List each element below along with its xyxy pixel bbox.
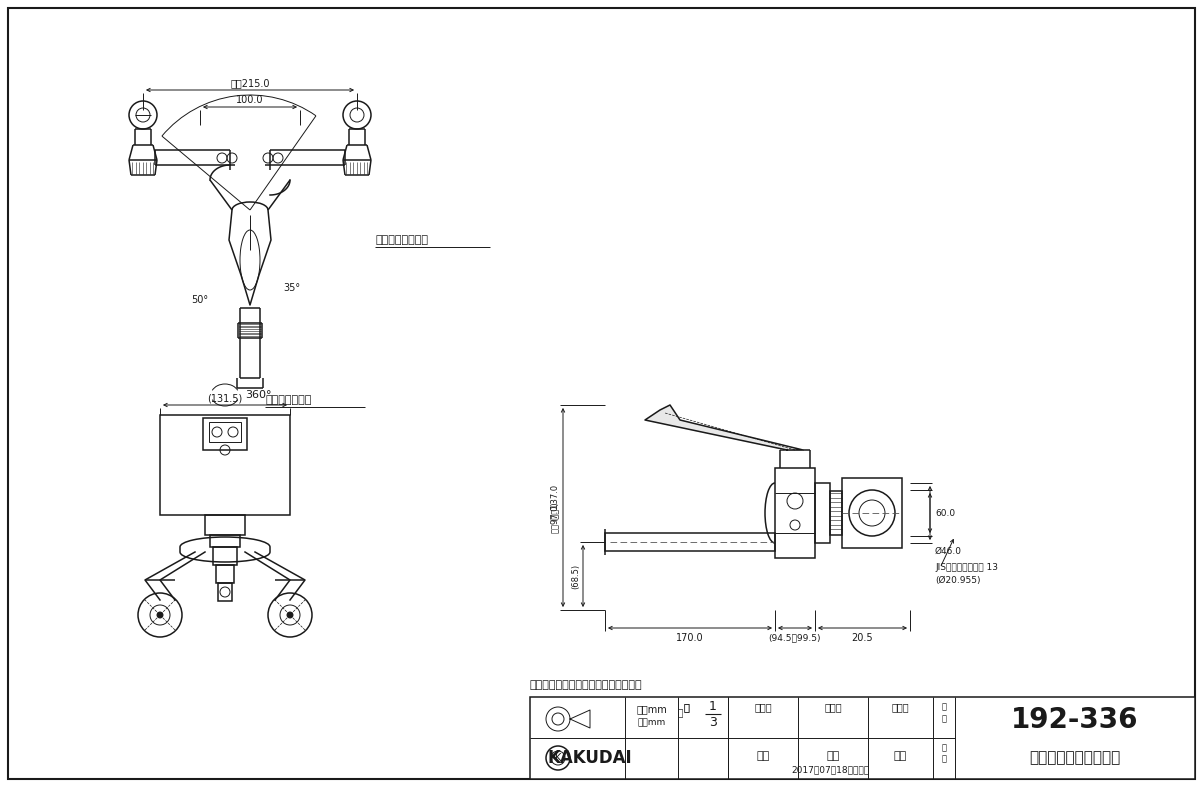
Text: 単位mm: 単位mm bbox=[638, 719, 665, 727]
Bar bbox=[218, 583, 232, 601]
Bar bbox=[775, 468, 814, 558]
Bar bbox=[842, 478, 902, 548]
Text: 名: 名 bbox=[942, 755, 947, 763]
Text: 吐水口回転角度: 吐水口回転角度 bbox=[265, 395, 312, 405]
Text: 品: 品 bbox=[942, 703, 947, 711]
Text: 製　図: 製 図 bbox=[754, 702, 772, 712]
Bar bbox=[830, 491, 842, 535]
Text: (全長137.0: (全長137.0 bbox=[550, 484, 559, 521]
Text: (68.5): (68.5) bbox=[571, 563, 580, 589]
Text: 20.5: 20.5 bbox=[852, 633, 873, 643]
Text: (131.5): (131.5) bbox=[207, 393, 243, 403]
Text: 岩藤: 岩藤 bbox=[757, 751, 770, 761]
Text: 止汄97.0): 止汄97.0) bbox=[550, 501, 559, 534]
Text: 192-336: 192-336 bbox=[1012, 706, 1139, 734]
Text: ハンドル回転角度: ハンドル回転角度 bbox=[375, 235, 428, 245]
Bar bbox=[217, 565, 235, 583]
Text: 50°: 50° bbox=[191, 295, 208, 305]
Bar bbox=[209, 422, 241, 442]
Bar bbox=[531, 697, 1195, 779]
Text: 大石: 大石 bbox=[826, 751, 840, 761]
Text: 2017年07月18日　作成: 2017年07月18日 作成 bbox=[792, 766, 870, 774]
Bar bbox=[213, 547, 237, 565]
Circle shape bbox=[158, 612, 162, 618]
Text: JIS給水栓取付ねじ 13: JIS給水栓取付ねじ 13 bbox=[935, 563, 998, 572]
Text: 承　認: 承 認 bbox=[891, 702, 909, 712]
Text: 3: 3 bbox=[709, 716, 717, 730]
Text: 注：（　）内寸法は参考寸法である。: 注：（ ）内寸法は参考寸法である。 bbox=[531, 680, 642, 690]
Text: 中本: 中本 bbox=[894, 751, 907, 761]
Bar bbox=[203, 418, 247, 450]
Text: 35°: 35° bbox=[284, 283, 301, 293]
Polygon shape bbox=[645, 405, 802, 450]
Text: KAKUDAI: KAKUDAI bbox=[547, 749, 633, 767]
Text: 100.0: 100.0 bbox=[236, 95, 263, 105]
Text: 1: 1 bbox=[709, 700, 717, 712]
Text: K: K bbox=[555, 753, 561, 763]
Bar bbox=[160, 415, 290, 515]
Text: 170.0: 170.0 bbox=[676, 633, 704, 643]
Text: 尺: 尺 bbox=[683, 702, 689, 712]
Text: 最大215.0: 最大215.0 bbox=[230, 78, 269, 88]
Bar bbox=[814, 483, 830, 543]
Text: 番: 番 bbox=[942, 715, 947, 723]
Text: (Ø20.955): (Ø20.955) bbox=[935, 575, 980, 585]
Text: シングルレバー混合栓: シングルレバー混合栓 bbox=[1030, 751, 1121, 766]
Text: 品: 品 bbox=[942, 744, 947, 752]
Bar bbox=[205, 515, 245, 535]
Text: 60.0: 60.0 bbox=[935, 508, 955, 518]
Bar bbox=[605, 533, 775, 551]
Text: 度: 度 bbox=[677, 710, 682, 719]
Text: 360°: 360° bbox=[245, 390, 272, 400]
Bar bbox=[211, 535, 241, 547]
Text: (94.5～99.5): (94.5～99.5) bbox=[769, 634, 822, 642]
Circle shape bbox=[288, 612, 294, 618]
Text: 尺: 尺 bbox=[683, 702, 689, 712]
Text: 検　図: 検 図 bbox=[824, 702, 842, 712]
Text: Ø46.0: Ø46.0 bbox=[935, 546, 962, 556]
Text: 単位mm: 単位mm bbox=[636, 704, 666, 714]
